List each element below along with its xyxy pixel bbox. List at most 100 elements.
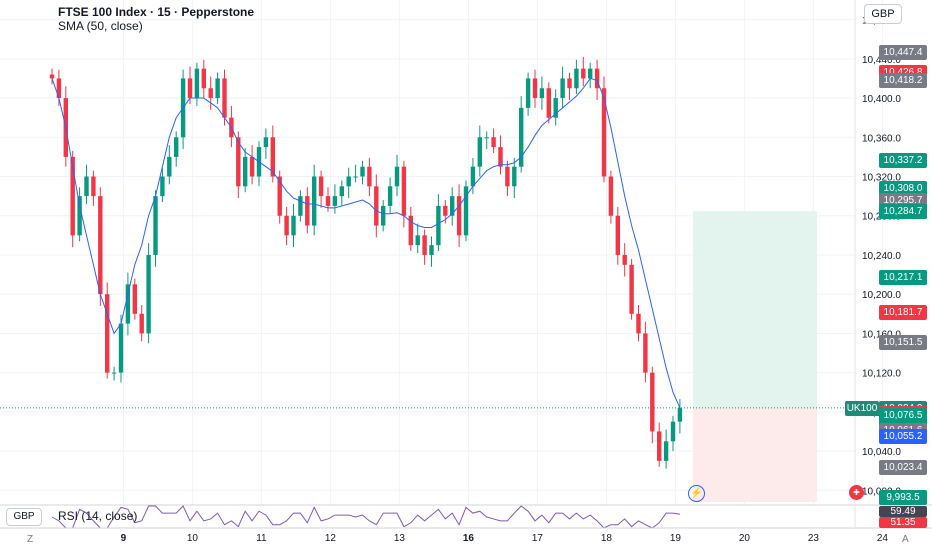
price-tag: 10,151.5 — [879, 334, 927, 350]
candle-body — [477, 137, 482, 167]
x-tick-label: 19 — [670, 533, 682, 544]
candle-body — [588, 68, 593, 79]
candle-body — [546, 88, 551, 118]
candle-body — [615, 215, 620, 255]
candle-body — [263, 137, 269, 148]
y-tick-label: 10,200.0 — [862, 290, 901, 301]
price-tag: 10,023.4 — [879, 460, 927, 476]
candle-body — [125, 284, 131, 324]
symbol-tag: UK100 — [845, 400, 879, 416]
candle-body — [215, 78, 220, 99]
candle-body — [456, 196, 462, 236]
timezone-button[interactable]: Z — [27, 534, 34, 545]
candle-body — [91, 176, 96, 197]
uk-flag-icon[interactable]: ✚ — [849, 485, 864, 500]
rsi-legend[interactable]: RSI (14, close) — [58, 509, 138, 523]
x-tick-label: 24 — [877, 533, 889, 544]
candle-body — [222, 78, 227, 118]
candle-body — [208, 88, 213, 99]
currency-button[interactable]: GBP — [864, 4, 902, 24]
candle-body — [553, 98, 558, 118]
candle-body — [429, 245, 434, 255]
x-tick-label: 13 — [394, 533, 406, 544]
price-tag: 59.49 — [879, 506, 927, 517]
price-tag: 10,418.2 — [879, 73, 927, 89]
candle-body — [381, 205, 386, 226]
candle-body — [574, 68, 579, 89]
candle-body — [422, 235, 427, 255]
candle-body — [505, 166, 510, 187]
candle-body — [312, 176, 317, 226]
candle-body — [325, 196, 331, 206]
candle-body — [153, 196, 158, 255]
candle-body — [408, 215, 413, 246]
price-tag: 10,337.2 — [879, 152, 927, 168]
candle-body — [636, 313, 641, 334]
candle-body — [291, 215, 296, 236]
candle-body — [160, 176, 165, 197]
candle-body — [167, 156, 172, 177]
candle-body — [277, 176, 282, 216]
candle-body — [650, 372, 655, 432]
candle-body — [657, 431, 662, 461]
y-tick-label: 10,360.0 — [862, 133, 901, 144]
candle-body — [332, 196, 338, 206]
y-tick-label: 10,240.0 — [862, 251, 901, 262]
candle-body — [401, 166, 407, 216]
x-tick-label: 18 — [601, 533, 613, 544]
rsi-currency-button[interactable]: GBP — [6, 508, 42, 526]
candle-body — [236, 137, 241, 187]
price-tag: 10,447.4 — [879, 44, 927, 60]
x-tick-label: 12 — [325, 533, 337, 544]
x-tick-label: 17 — [532, 533, 544, 544]
candle-body — [608, 176, 614, 216]
candle-body — [484, 137, 489, 139]
candle-body — [677, 407, 683, 422]
candle-body — [450, 196, 455, 216]
candle-body — [146, 254, 151, 334]
candle-body — [194, 68, 200, 99]
candle-body — [601, 88, 607, 177]
chart-title[interactable]: FTSE 100 Index · 15 · Pepperstone — [58, 5, 255, 19]
candle-body — [539, 88, 545, 99]
candle-body — [594, 68, 600, 89]
x-tick-label: 16 — [463, 533, 475, 544]
x-tick-label: 20 — [739, 533, 751, 544]
candle-body — [670, 421, 676, 442]
candle-body — [415, 235, 420, 246]
x-tick-label: 9 — [121, 533, 127, 544]
candle-body — [174, 137, 179, 157]
candle-body — [132, 284, 137, 314]
indicator-legend[interactable]: SMA (50, close) — [58, 19, 143, 33]
candle-body — [346, 176, 351, 187]
time-axis[interactable]: 9 10 11 12 13 16 17 18 19 20 23 24 — [121, 533, 889, 544]
candle-body — [629, 264, 634, 314]
candle-body — [118, 323, 124, 373]
y-tick-label: 10,040.0 — [862, 447, 901, 458]
candle-body — [187, 78, 193, 99]
candle-body — [56, 78, 62, 99]
candle-body — [498, 147, 503, 167]
candle-body — [98, 196, 103, 295]
candle-body — [270, 137, 275, 177]
y-tick-label: 10,400.0 — [862, 94, 901, 105]
candle-body — [139, 313, 144, 334]
target-zone — [693, 211, 817, 408]
candle-body — [249, 156, 255, 177]
candle-body — [663, 441, 669, 461]
candle-body — [70, 156, 75, 236]
x-tick-label: 23 — [808, 533, 820, 544]
y-tick-label: 10,120.0 — [862, 369, 901, 380]
x-tick-label: 11 — [256, 533, 267, 544]
candle-body — [305, 196, 310, 226]
lightning-icon[interactable]: ⚡ — [688, 485, 705, 502]
candle-body — [84, 176, 89, 197]
auto-scale-button[interactable]: A — [902, 534, 909, 545]
candle-body — [532, 78, 538, 99]
candle-body — [436, 205, 441, 246]
candle-body — [374, 186, 379, 226]
candle-body — [491, 137, 496, 148]
candle-body — [49, 74, 55, 79]
candle-body — [387, 186, 393, 206]
